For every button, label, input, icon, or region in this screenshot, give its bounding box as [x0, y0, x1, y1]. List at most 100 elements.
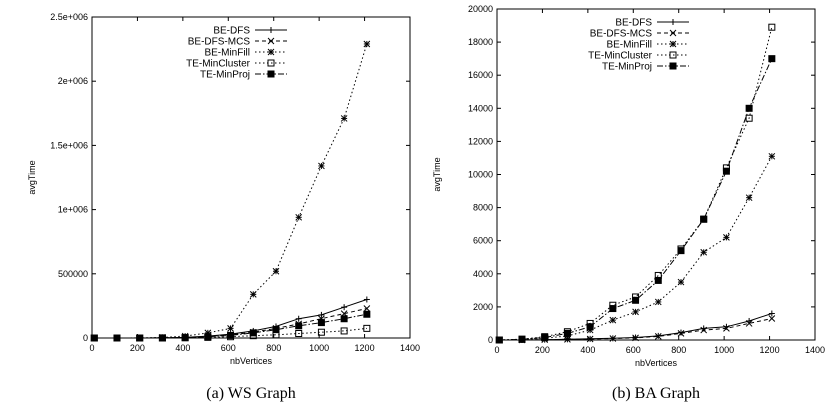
legend-label: BE-MinFill — [204, 48, 250, 59]
x-tick-labels: 0 200 400 600 800 1000 1200 1400 — [494, 345, 825, 355]
data-point — [295, 315, 302, 322]
data-point — [745, 320, 753, 327]
data-point — [295, 330, 303, 338]
data-point — [249, 290, 257, 298]
x-tick-label: 1200 — [355, 343, 375, 353]
data-point — [363, 324, 371, 332]
data-point — [227, 325, 234, 332]
data-point — [723, 234, 730, 241]
data-point — [768, 315, 776, 322]
x-axis-label: nbVertices — [230, 356, 273, 366]
data-point — [295, 213, 303, 221]
legend-swatch-marker — [669, 29, 677, 37]
data-point — [541, 334, 549, 342]
data-point — [700, 248, 708, 256]
ws-graph-chart: 0 200 400 600 800 1000 1200 1400 0 500000 1e+006 1… — [27, 12, 420, 402]
data-point — [768, 310, 775, 317]
legend-swatch-marker — [267, 37, 275, 45]
y-axis-label: avgTime — [432, 157, 442, 191]
data-point — [204, 333, 212, 341]
data-point — [90, 334, 98, 342]
tick-marks — [496, 8, 816, 341]
legend-swatch-marker — [267, 70, 275, 78]
x-axis-label: nbVertices — [635, 358, 678, 368]
series-layer — [90, 40, 371, 342]
data-point — [723, 325, 730, 332]
y-tick-label: 2.5e+006 — [50, 12, 88, 22]
chart-caption: (a) WS Graph — [206, 385, 295, 402]
legend-label: BE-MinFill — [606, 40, 652, 51]
data-point — [700, 326, 708, 334]
data-point — [272, 267, 280, 275]
data-point — [340, 327, 348, 335]
x-tick-label: 400 — [175, 343, 190, 353]
x-tick-label: 600 — [221, 343, 236, 353]
data-point — [158, 334, 166, 342]
y-axis-label: avgTime — [27, 160, 37, 194]
legend-swatch-marker — [669, 51, 677, 59]
data-point — [654, 276, 662, 284]
x-tick-label: 0 — [494, 345, 499, 355]
legend-label: BE-DFS-MCS — [590, 29, 653, 40]
data-point — [586, 323, 594, 331]
legend-label: TE-MinCluster — [588, 51, 653, 62]
data-point — [654, 298, 662, 306]
data-point — [609, 305, 617, 313]
data-point — [563, 329, 571, 337]
data-point — [518, 335, 526, 343]
x-tick-labels: 0 200 400 600 800 1000 1200 1400 — [89, 343, 420, 353]
y-tick-label: 20000 — [468, 4, 493, 14]
x-tick-label: 800 — [671, 345, 686, 355]
legend-label: BE-DFS-MCS — [188, 37, 251, 48]
ba-graph-chart: 0 200 400 600 800 1000 1200 1400 0 2000 4000 6000 8… — [432, 4, 825, 402]
data-point — [318, 311, 325, 318]
legend-label: BE-DFS — [213, 26, 250, 37]
x-tick-label: 1200 — [760, 345, 780, 355]
data-point — [295, 322, 303, 330]
legend-label: BE-DFS — [615, 18, 652, 29]
data-point — [768, 152, 776, 160]
data-point — [632, 334, 639, 342]
series-line-2 — [94, 43, 368, 339]
y-tick-label: 4000 — [473, 269, 493, 279]
legend: BE-DFSBE-DFS-MCSBE-MinFillTE-MinClusterT… — [186, 26, 287, 81]
y-tick-label: 10000 — [468, 170, 493, 180]
y-tick-labels: 0 500000 1e+006 1.5e+006 2e+006 2.5e+006 — [50, 12, 88, 343]
legend-label: TE-MinProj — [200, 70, 250, 81]
y-tick-label: 16000 — [468, 70, 493, 80]
data-point — [700, 215, 708, 223]
data-point — [745, 194, 753, 202]
data-point — [340, 315, 348, 323]
x-tick-label: 800 — [266, 343, 281, 353]
data-point — [249, 329, 257, 337]
data-point — [654, 333, 662, 340]
data-point — [768, 23, 776, 31]
data-point — [317, 319, 325, 327]
legend-swatch-marker — [670, 19, 676, 25]
legend-swatch-marker — [268, 27, 274, 33]
data-point — [318, 162, 325, 170]
data-point — [317, 328, 325, 336]
x-tick-label: 1000 — [309, 343, 329, 353]
data-point — [768, 55, 776, 63]
y-tick-label: 0 — [488, 335, 493, 345]
legend: BE-DFSBE-DFS-MCSBE-MinFillTE-MinClusterT… — [588, 18, 689, 73]
data-point — [677, 329, 684, 336]
data-point — [113, 334, 121, 342]
x-tick-label: 200 — [130, 343, 145, 353]
y-tick-label: 500000 — [58, 269, 88, 279]
plot-area-frame — [496, 8, 816, 341]
series-line-3 — [499, 27, 773, 341]
data-point — [363, 296, 370, 303]
data-point — [272, 326, 280, 334]
data-point — [586, 335, 594, 343]
data-point — [363, 310, 371, 318]
y-tick-label: 0 — [83, 333, 88, 343]
y-tick-label: 6000 — [473, 236, 493, 246]
data-point — [677, 247, 685, 255]
series-layer — [495, 23, 776, 344]
data-point — [632, 308, 639, 316]
y-tick-label: 1.5e+006 — [50, 140, 88, 150]
legend-label: TE-MinProj — [602, 62, 652, 73]
